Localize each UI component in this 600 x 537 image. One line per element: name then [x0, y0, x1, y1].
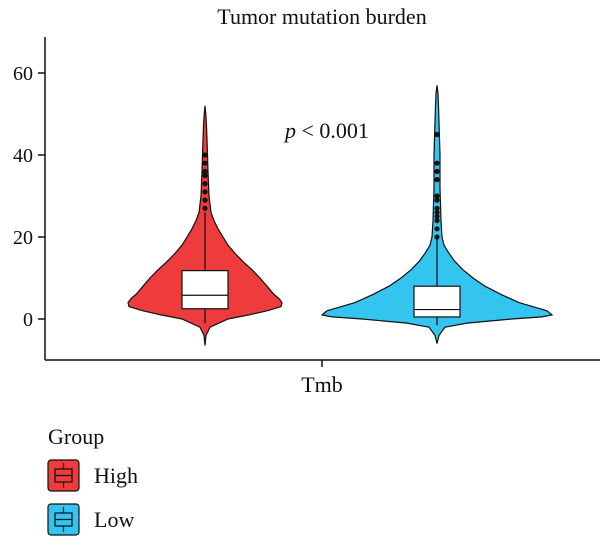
- outlier-point: [202, 172, 208, 179]
- p-value-symbol: p: [283, 118, 296, 143]
- y-tick-label: 0: [23, 309, 33, 331]
- outlier-point: [434, 160, 440, 166]
- y-ticks: 0 20 40 60: [13, 63, 45, 331]
- chart-title: Tumor mutation burden: [217, 4, 426, 29]
- legend: Group High Low: [47, 424, 138, 536]
- plot-area: [127, 85, 554, 346]
- p-value-text: < 0.001: [296, 118, 369, 143]
- outlier-point: [434, 205, 440, 211]
- outlier-point: [434, 131, 440, 138]
- outlier-point: [202, 160, 208, 166]
- outlier-point: [202, 181, 208, 187]
- outlier-point: [434, 218, 440, 224]
- p-value-annotation: p < 0.001: [283, 118, 369, 143]
- legend-title: Group: [48, 424, 104, 449]
- outlier-point: [434, 197, 440, 203]
- outlier-point: [434, 193, 440, 199]
- outlier-point: [202, 152, 208, 158]
- outlier-point: [202, 205, 208, 211]
- outlier-point: [202, 168, 208, 174]
- outlier-point: [202, 197, 208, 203]
- x-tick-label: Tmb: [301, 372, 343, 397]
- y-tick-label: 40: [13, 145, 33, 167]
- outlier-point: [434, 177, 440, 183]
- outlier-point: [434, 213, 440, 220]
- box: [181, 270, 229, 310]
- violin-group-high: [127, 105, 283, 346]
- legend-label-low: Low: [94, 507, 134, 532]
- y-tick-label: 60: [13, 63, 33, 85]
- outlier-point: [434, 234, 440, 240]
- outlier-point: [202, 189, 208, 195]
- y-tick-label: 20: [13, 227, 33, 249]
- outlier-point: [434, 226, 440, 232]
- box: [413, 285, 461, 318]
- outlier-point: [434, 168, 440, 174]
- legend-label-high: High: [94, 463, 138, 488]
- outlier-point: [434, 209, 440, 215]
- legend-item-low: Low: [47, 503, 134, 536]
- legend-item-high: High: [47, 459, 138, 492]
- violin-group-low: [320, 85, 554, 344]
